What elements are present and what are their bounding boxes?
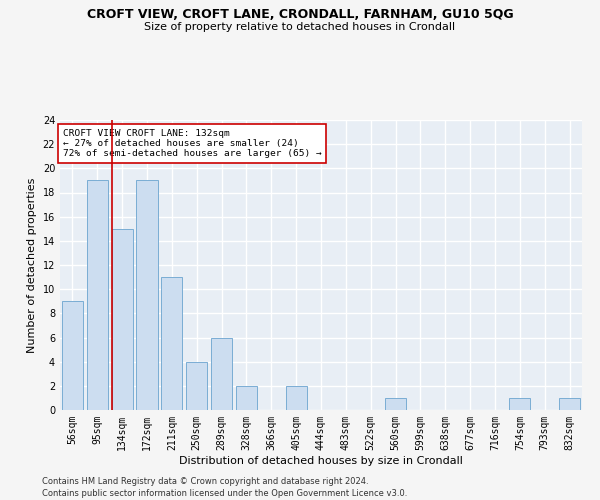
Bar bbox=[136, 180, 158, 410]
Bar bbox=[559, 398, 580, 410]
Bar bbox=[62, 301, 83, 410]
Bar bbox=[509, 398, 530, 410]
Bar bbox=[161, 277, 182, 410]
Bar bbox=[385, 398, 406, 410]
Bar bbox=[236, 386, 257, 410]
Y-axis label: Number of detached properties: Number of detached properties bbox=[27, 178, 37, 352]
X-axis label: Distribution of detached houses by size in Crondall: Distribution of detached houses by size … bbox=[179, 456, 463, 466]
Bar bbox=[87, 180, 108, 410]
Text: Size of property relative to detached houses in Crondall: Size of property relative to detached ho… bbox=[145, 22, 455, 32]
Bar bbox=[286, 386, 307, 410]
Bar bbox=[211, 338, 232, 410]
Text: CROFT VIEW, CROFT LANE, CRONDALL, FARNHAM, GU10 5QG: CROFT VIEW, CROFT LANE, CRONDALL, FARNHA… bbox=[86, 8, 514, 20]
Bar bbox=[112, 229, 133, 410]
Bar bbox=[186, 362, 207, 410]
Text: CROFT VIEW CROFT LANE: 132sqm
← 27% of detached houses are smaller (24)
72% of s: CROFT VIEW CROFT LANE: 132sqm ← 27% of d… bbox=[62, 128, 322, 158]
Text: Contains public sector information licensed under the Open Government Licence v3: Contains public sector information licen… bbox=[42, 489, 407, 498]
Text: Contains HM Land Registry data © Crown copyright and database right 2024.: Contains HM Land Registry data © Crown c… bbox=[42, 478, 368, 486]
